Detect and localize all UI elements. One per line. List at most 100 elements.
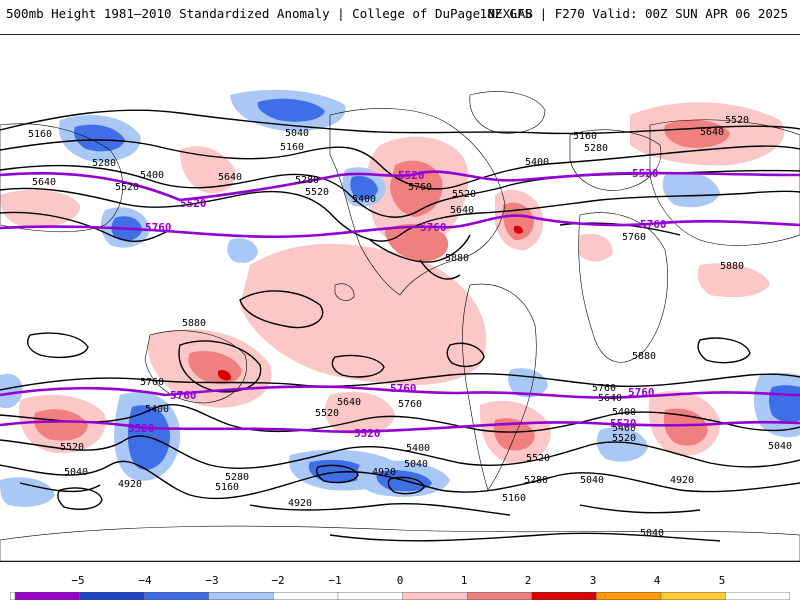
positive-anomaly-area — [514, 225, 523, 234]
contour-label: 5520 — [452, 189, 476, 200]
negative-anomaly-area — [0, 373, 23, 409]
contour-line — [579, 504, 701, 514]
positive-anomaly-area — [697, 263, 770, 298]
contour-label: 5040 — [64, 467, 88, 478]
contour-label: 5160 — [280, 142, 304, 153]
anomaly-colorbar: −5 −4 −3 −2 −1 0 1 2 3 4 5 — [10, 574, 790, 600]
purple-contour-label: 5760 — [640, 218, 667, 231]
contour-label: 5400 — [612, 423, 636, 434]
negative-anomaly-area — [257, 98, 325, 122]
contour-label: 5520 — [305, 187, 329, 198]
contour-line — [0, 139, 800, 190]
contour-line — [0, 404, 800, 433]
contour-label: 5040 — [768, 441, 792, 452]
contour-label: 5760 — [398, 399, 422, 410]
model-run-info: 18Z GFS | F270 Valid: 00Z SUN APR 06 202… — [479, 6, 788, 21]
positive-anomaly-area — [0, 189, 81, 228]
contour-label: 5280 — [295, 175, 319, 186]
contour-label: 5760 — [140, 377, 164, 388]
purple-contour-label: 5520 — [128, 422, 155, 435]
negative-anomaly-area — [227, 238, 258, 263]
contour-label: 5880 — [720, 261, 744, 272]
contour-line — [369, 234, 471, 263]
contour-label: 5280 — [225, 472, 249, 483]
contour-label: 5760 — [622, 232, 646, 243]
contour-label: 5040 — [640, 528, 664, 539]
contour-line — [249, 502, 511, 516]
contour-label: 5160 — [215, 482, 239, 493]
contour-line — [27, 332, 89, 359]
contour-label: 5040 — [285, 128, 309, 139]
asia-outline — [649, 119, 800, 246]
contour-label: 5160 — [28, 129, 52, 140]
colorbar-tick-label: −4 — [138, 574, 152, 587]
map-title: 500mb Height 1981–2010 Standardized Anom… — [6, 6, 533, 21]
purple-contour-5520-north — [0, 170, 800, 202]
purple-contour-5760-north — [0, 214, 800, 239]
negative-anomaly-area — [596, 427, 648, 462]
purple-contour-label: 5760 — [145, 221, 172, 234]
purple-contour-label: 5760 — [628, 386, 655, 399]
contour-label: 5400 — [352, 194, 376, 205]
negative-anomaly-area — [0, 477, 55, 507]
colorbar-tick-label: 4 — [653, 574, 661, 587]
contour-line — [387, 476, 425, 495]
contour-line — [239, 290, 324, 329]
contour-label: 5880 — [182, 318, 206, 329]
contour-label: 5400 — [406, 443, 430, 454]
contour-label: 5400 — [145, 404, 169, 415]
positive-anomaly-area — [34, 409, 88, 441]
contour-label: 5760 — [592, 383, 616, 394]
contour-label: 5880 — [632, 351, 656, 362]
negative-anomaly-area — [74, 124, 125, 152]
contour-line — [57, 487, 103, 510]
contour-label: 5640 — [598, 393, 622, 404]
purple-contour-label: 5760 — [390, 382, 417, 395]
colorbar-swatch — [14, 592, 80, 600]
contour-label: 4920 — [372, 467, 396, 478]
contour-label: 4920 — [670, 475, 694, 486]
contour-line — [0, 211, 171, 242]
colorbar-swatch — [596, 592, 662, 600]
contour-label: 5280 — [92, 158, 116, 169]
contour-line — [0, 372, 800, 391]
contour-label: 5520 — [612, 433, 636, 444]
negative-anomaly-area — [662, 171, 720, 208]
contour-line — [0, 109, 800, 135]
purple-contour-label: 5520 — [354, 427, 381, 440]
africa-outline — [578, 212, 668, 363]
positive-anomaly-shading — [0, 102, 785, 464]
contour-label: 5400 — [525, 157, 549, 168]
positive-anomaly-area — [578, 233, 613, 262]
purple-contour-label: 5520 — [632, 167, 659, 180]
contour-label: 4920 — [118, 479, 142, 490]
purple-contour-label: 5520 — [610, 417, 637, 430]
contour-label: 5040 — [404, 459, 428, 470]
positive-anomaly-area — [502, 202, 535, 241]
colorbar-tick-label: 0 — [396, 574, 404, 587]
contour-line — [329, 532, 721, 542]
positive-anomaly-area — [493, 418, 535, 451]
colorbar-tick-label: 1 — [460, 574, 468, 587]
anomaly-map: 5160 5280 5640 5520 5400 5640 5040 5160 … — [0, 89, 800, 561]
negative-anomaly-shading — [0, 89, 800, 507]
contour-label: 5640 — [450, 205, 474, 216]
colorbar-tick-label: −5 — [71, 574, 85, 587]
colorbar-swatch — [208, 592, 274, 600]
contour-label: 5400 — [612, 407, 636, 418]
contour-label: 5160 — [502, 493, 526, 504]
contour-label: 4920 — [288, 498, 312, 509]
purple-contour-label: 5520 — [180, 197, 207, 210]
purple-contour-5520-south — [0, 420, 800, 433]
purple-contour-label: 5760 — [420, 221, 447, 234]
island-outline — [334, 283, 355, 301]
contour-line — [315, 464, 359, 484]
colorbar-tick-label: 5 — [718, 574, 726, 587]
contour-label: 5520 — [725, 115, 749, 126]
colorbar-swatch — [660, 592, 726, 600]
colorbar-swatches — [10, 592, 790, 600]
colorbar-swatch — [273, 592, 339, 600]
colorbar-tick-label: −3 — [205, 574, 219, 587]
purple-contour-label: 5760 — [170, 389, 197, 402]
contour-line — [331, 354, 385, 378]
